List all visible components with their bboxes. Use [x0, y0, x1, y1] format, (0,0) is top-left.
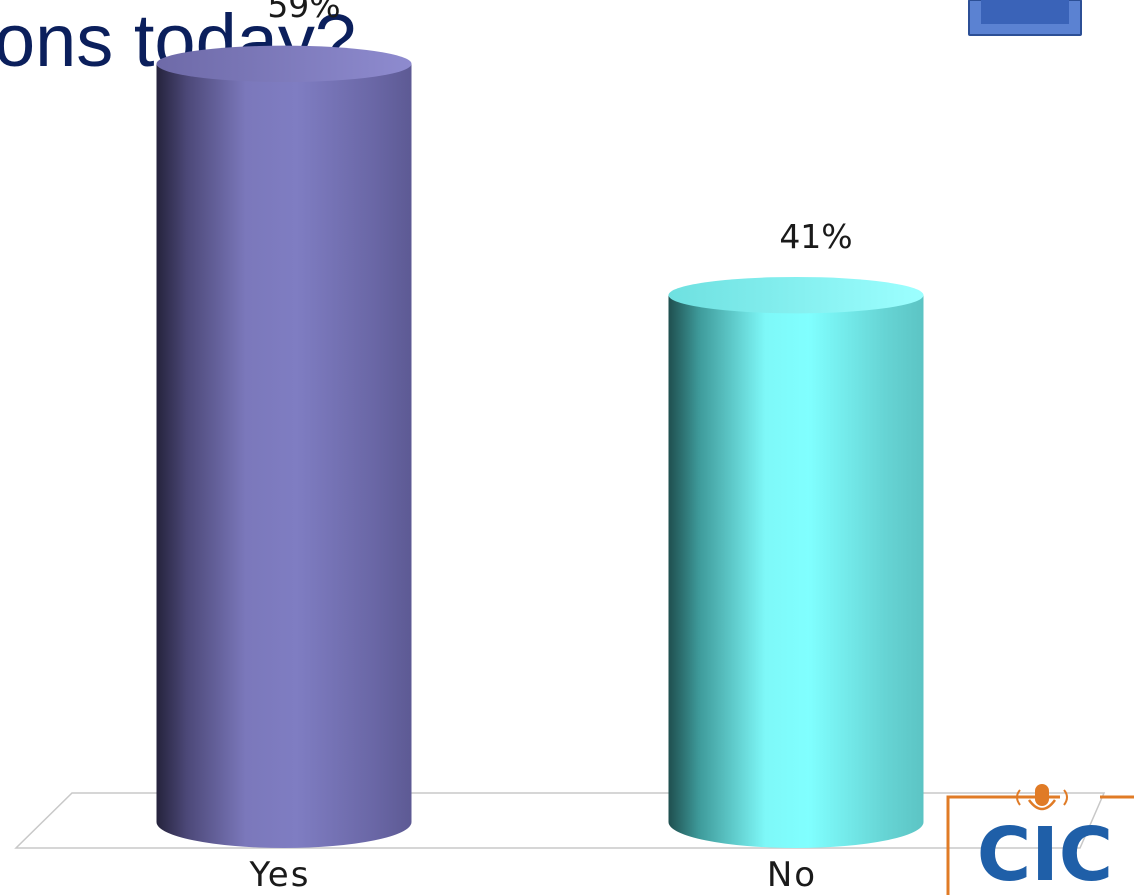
category-label-no: No: [767, 855, 817, 895]
bar-yes-body: [156, 63, 412, 849]
bar-no-top: [668, 276, 924, 314]
bar-no: [668, 276, 924, 849]
bars-group: [156, 45, 924, 849]
data-label-no: 41%: [779, 217, 852, 256]
cic-logo: CIC: [946, 784, 1134, 895]
bar-yes-top: [156, 45, 412, 83]
nav-button[interactable]: [968, 0, 1082, 36]
data-label-yes: 59%: [267, 0, 340, 25]
logo-text: CIC: [977, 812, 1113, 895]
bar-yes: [156, 45, 412, 849]
microphone-icon: [1016, 784, 1068, 811]
category-label-yes: Yes: [249, 855, 311, 895]
bar-no-body: [668, 295, 924, 849]
